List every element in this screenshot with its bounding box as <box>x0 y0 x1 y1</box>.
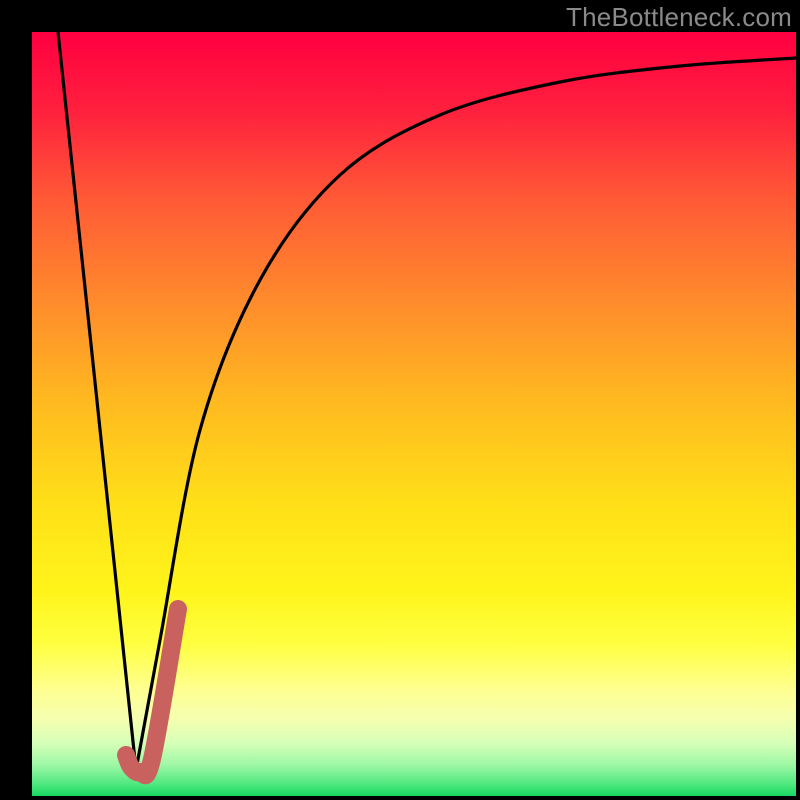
plot-gradient-background <box>32 32 796 796</box>
watermark-text: TheBottleneck.com <box>566 2 792 33</box>
gradient-curve-plot <box>0 0 800 800</box>
bottleneck-chart: TheBottleneck.com <box>0 0 800 800</box>
